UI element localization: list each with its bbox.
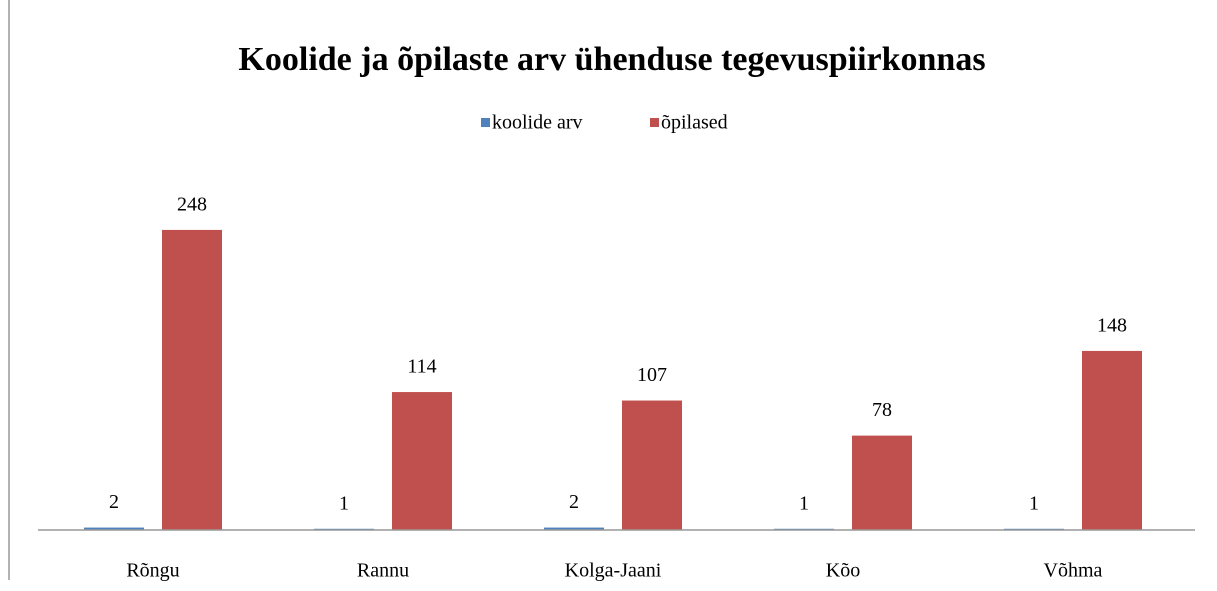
x-tick-label: Rõngu [126, 560, 179, 582]
legend-swatch [481, 118, 490, 127]
data-label: 78 [872, 399, 892, 421]
x-tick-label: Rannu [357, 560, 409, 582]
data-label: 2 [569, 491, 579, 513]
chart-title: Koolide ja õpilaste arv ühenduse tegevus… [238, 41, 985, 78]
data-label: 1 [1029, 492, 1039, 514]
legend-label: koolide arv [492, 112, 583, 134]
bar [544, 527, 604, 530]
bar [392, 392, 452, 530]
bar [162, 229, 222, 531]
data-label: 114 [407, 356, 436, 378]
bar [84, 527, 144, 530]
data-label: 107 [637, 364, 667, 386]
data-label: 1 [799, 492, 809, 514]
bar [622, 400, 682, 530]
x-tick-label: Kolga-Jaani [565, 560, 662, 582]
x-tick-label: Võhma [1044, 560, 1103, 582]
legend-label: õpilased [661, 112, 728, 134]
bar [1082, 350, 1142, 530]
data-label: 2 [109, 491, 119, 513]
legend-swatch [650, 118, 659, 127]
data-label: 248 [177, 194, 207, 216]
x-tick-label: Kõo [826, 560, 860, 582]
data-label: 148 [1097, 315, 1127, 337]
data-label: 1 [339, 492, 349, 514]
bar [852, 435, 912, 530]
